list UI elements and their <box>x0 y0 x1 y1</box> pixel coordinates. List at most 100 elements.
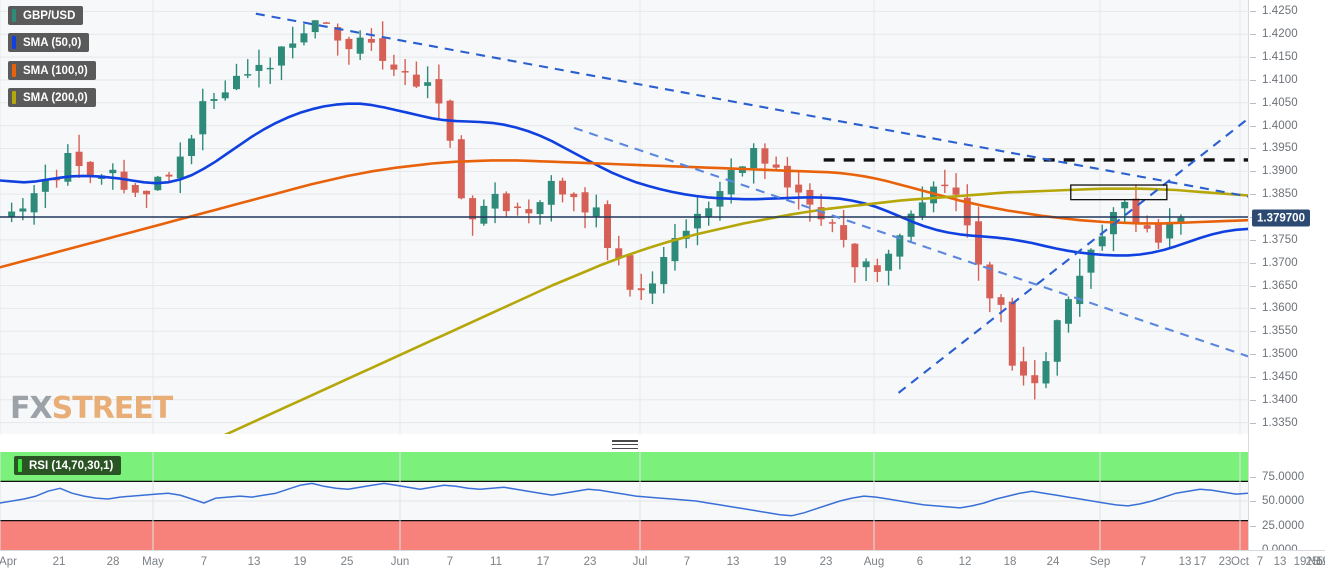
time-axis-label: 7 <box>446 556 454 568</box>
time-axis-label: 13 <box>726 556 740 568</box>
time-axis-label: Sep <box>1089 556 1111 568</box>
time-axis-label: 11 <box>490 556 502 568</box>
time-axis-label: 19 <box>1293 556 1307 568</box>
time-axis-label: 23 <box>819 556 833 568</box>
price-axis-tick <box>1250 102 1256 104</box>
price-axis[interactable]: 1.4250 1.4200 1.4150 1.4100 1.4050 1.4000 1.39… <box>1248 0 1325 556</box>
price-axis-tick <box>1250 79 1256 81</box>
price-axis-label: 1.4200 <box>1262 28 1298 41</box>
rsi-axis-label: 25.0000 <box>1262 519 1305 532</box>
price-axis-label: 1.3700 <box>1262 256 1298 269</box>
time-axis-label: 18 <box>1003 556 1017 568</box>
price-chart-canvas <box>0 0 1248 434</box>
watermark-street: STREET <box>51 391 174 426</box>
time-axis-label: 12 <box>958 556 972 568</box>
price-axis-label: 1.3500 <box>1262 348 1298 361</box>
time-axis-label: 28 <box>106 556 120 568</box>
legend-sma100[interactable]: SMA (100,0) <box>8 61 96 80</box>
rsi-axis-label: 75.0000 <box>1262 470 1305 483</box>
rsi-indicator-pane[interactable] <box>0 452 1248 550</box>
time-axis-label: 6 <box>916 556 924 568</box>
time-axis-label: 25 <box>1305 556 1319 568</box>
price-axis-tick <box>1250 422 1256 424</box>
sma50-color-swatch <box>12 36 16 49</box>
time-axis-label: 7 <box>683 556 691 568</box>
price-axis-label: 1.3600 <box>1262 302 1298 315</box>
price-axis-tick <box>1250 239 1256 241</box>
legend-rsi-label: RSI (14,70,30,1) <box>29 459 114 472</box>
time-axis[interactable]: Apr 21 28 May 7 13 19 25 Jun 7 11 17 23 Jul 7 13 19 23 Aug… <box>0 550 1325 576</box>
rsi-axis-tick <box>1250 525 1256 527</box>
time-axis-label: 7 <box>1139 556 1147 568</box>
time-axis-label: 19 <box>773 556 787 568</box>
rsi-axis-tick <box>1250 501 1256 502</box>
price-axis-label: 1.3350 <box>1262 416 1298 429</box>
price-axis-label: 1.4100 <box>1262 73 1298 86</box>
time-axis-label: 17 <box>536 556 550 568</box>
legend-sma50[interactable]: SMA (50,0) <box>8 33 90 52</box>
price-axis-tick <box>1250 262 1256 264</box>
price-axis-label: 1.4250 <box>1262 5 1298 18</box>
pane-separator <box>0 434 1248 452</box>
price-axis-label: 1.3400 <box>1262 393 1298 406</box>
price-axis-tick <box>1250 376 1256 378</box>
time-axis-label: 13 <box>1178 556 1192 568</box>
price-axis-tick <box>1250 399 1256 401</box>
sma100-color-swatch <box>12 64 16 77</box>
time-axis-label: Jul <box>632 556 648 568</box>
price-axis-label: 1.3450 <box>1262 370 1298 383</box>
time-axis-label: Nov <box>1307 556 1325 568</box>
fxstreet-watermark: FXSTREET <box>10 391 174 426</box>
time-axis-label: 7 <box>200 556 208 568</box>
price-axis-tick <box>1250 308 1256 310</box>
legend-symbol[interactable]: GBP/USD <box>8 6 84 25</box>
current-price-badge: 1.379700 <box>1252 209 1310 227</box>
price-axis-tick <box>1250 194 1256 196</box>
time-axis-label: Oct <box>1231 556 1249 568</box>
sma200-color-swatch <box>12 91 16 104</box>
price-axis-tick <box>1250 34 1256 36</box>
time-axis-label: 5 <box>1316 556 1324 568</box>
legend-sma200[interactable]: SMA (200,0) <box>8 88 96 107</box>
time-axis-label: 7 <box>1256 556 1264 568</box>
price-axis-label: 1.4050 <box>1262 96 1298 109</box>
rsi-color-swatch <box>18 459 22 472</box>
time-axis-label: 13 <box>1273 556 1287 568</box>
price-axis-label: 1.3750 <box>1262 233 1298 246</box>
price-axis-tick <box>1250 148 1256 150</box>
time-axis-label: Apr <box>0 556 17 568</box>
time-axis-label: 23 <box>583 556 597 568</box>
legend-sma100-label: SMA (100,0) <box>23 64 88 77</box>
legend-symbol-label: GBP/USD <box>23 9 76 22</box>
time-axis-label: 13 <box>247 556 261 568</box>
rsi-axis-tick <box>1250 476 1256 478</box>
time-axis-label: 17 <box>1193 556 1207 568</box>
time-axis-label: May <box>142 556 164 568</box>
pane-resize-handle[interactable] <box>612 440 638 450</box>
price-axis-label: 1.3950 <box>1262 142 1298 155</box>
price-axis-tick <box>1250 331 1256 333</box>
price-chart-pane[interactable] <box>0 0 1248 434</box>
price-axis-tick <box>1250 285 1256 287</box>
time-axis-label: 25 <box>340 556 354 568</box>
price-axis-label: 1.4000 <box>1262 119 1298 132</box>
legend-sma200-label: SMA (200,0) <box>23 91 88 104</box>
symbol-color-swatch <box>12 9 16 22</box>
legend-rsi[interactable]: RSI (14,70,30,1) <box>14 456 122 475</box>
time-axis-label: Jun <box>390 556 410 568</box>
price-axis-tick <box>1250 354 1256 356</box>
rsi-axis-label: 50.0000 <box>1262 495 1305 507</box>
price-axis-label: 1.4150 <box>1262 51 1298 64</box>
price-axis-label: 1.3550 <box>1262 325 1298 338</box>
price-axis-tick <box>1250 11 1256 13</box>
price-axis-tick <box>1250 125 1256 127</box>
price-axis-tick <box>1250 171 1256 173</box>
time-axis-label: 23 <box>1218 556 1232 568</box>
price-axis-tick <box>1250 57 1256 59</box>
time-axis-label: 21 <box>52 556 66 568</box>
price-axis-label: 1.3900 <box>1262 165 1298 178</box>
time-axis-label: Aug <box>863 556 885 568</box>
price-axis-label: 1.3650 <box>1262 279 1298 292</box>
watermark-fx: FX <box>10 391 53 426</box>
